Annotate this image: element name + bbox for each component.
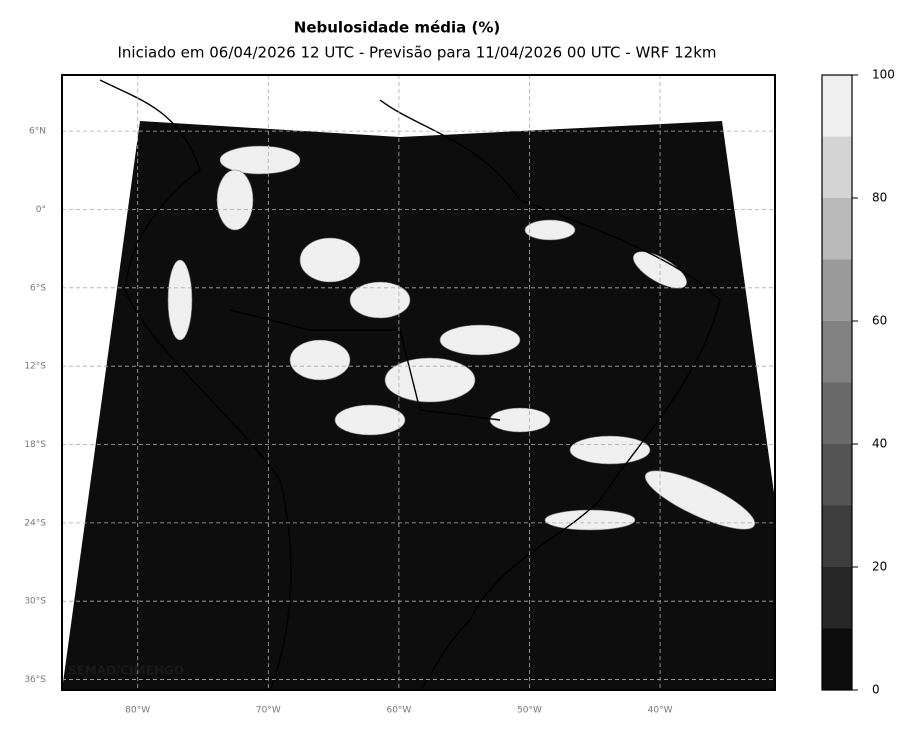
- colorbar-tick-label: 80: [872, 191, 887, 205]
- lon-label: 70°W: [256, 706, 281, 716]
- title: Nebulosidade média (%): [294, 19, 500, 37]
- colorbar-band: [822, 444, 852, 506]
- colorbar-tick-label: 100: [872, 68, 895, 82]
- lon-label: 40°W: [648, 706, 673, 716]
- colorbar-band: [822, 198, 852, 260]
- lon-label: 50°W: [517, 706, 542, 716]
- colorbar-band: [822, 382, 852, 444]
- lat-label: 6°S: [30, 283, 46, 293]
- colorbar-band: [822, 259, 852, 321]
- map-area: [61, 74, 776, 691]
- colorbar-tick-label: 60: [872, 314, 887, 328]
- colorbar-band: [822, 567, 852, 629]
- lat-label: 0°: [36, 205, 46, 215]
- colorbar-tick-label: 40: [872, 437, 887, 451]
- colorbar-tick-label: 20: [872, 560, 887, 574]
- map-frame: [61, 74, 776, 691]
- subtitle: Iniciado em 06/04/2026 12 UTC - Previsão…: [117, 44, 716, 62]
- colorbar-band: [822, 321, 852, 383]
- watermark: SEMAD/CIMEHGO: [68, 664, 184, 678]
- lat-label: 24°S: [24, 518, 46, 528]
- lon-label: 60°W: [386, 706, 411, 716]
- boundaries: [99, 79, 721, 691]
- colorbar-band: [822, 505, 852, 567]
- colorbar-band: [822, 136, 852, 198]
- cloud-patches: [167, 145, 756, 531]
- colorbar-band: [822, 628, 852, 690]
- lon-label: 80°W: [125, 706, 150, 716]
- lat-label: 6°N: [29, 127, 46, 137]
- colorbar-band: [822, 75, 852, 137]
- colorbar-tick-label: 0: [872, 683, 880, 697]
- lat-label: 18°S: [24, 440, 46, 450]
- lat-label: 30°S: [24, 597, 46, 607]
- lat-label: 36°S: [24, 675, 46, 685]
- lat-label: 12°S: [24, 362, 46, 372]
- colorbar-frame: [821, 74, 853, 691]
